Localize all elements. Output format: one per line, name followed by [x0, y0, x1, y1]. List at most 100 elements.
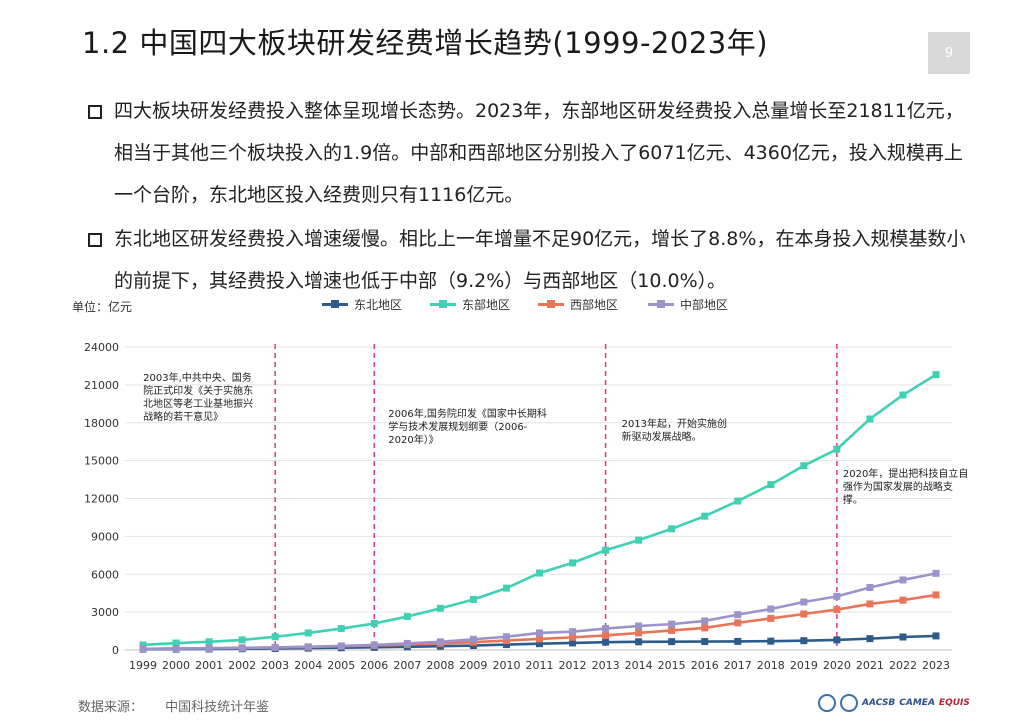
- bullet-item: 东北地区研发经费投入增速缓慢。相比上一年增量不足90亿元，增长了8.8%，在本身…: [88, 218, 968, 302]
- x-tick-label: 2011: [526, 659, 554, 672]
- data-point: [304, 629, 312, 637]
- y-tick-label: 6000: [91, 568, 119, 581]
- square-bullet-icon: [88, 233, 102, 247]
- equis-logo: EQUIS: [938, 698, 970, 708]
- aacsb-logo: AACSB: [862, 698, 896, 708]
- data-point: [536, 629, 543, 637]
- data-point: [271, 633, 279, 641]
- x-tick-label: 2012: [559, 659, 587, 672]
- y-tick-label: 24000: [84, 341, 119, 354]
- data-point: [469, 596, 477, 603]
- data-point: [767, 637, 775, 645]
- data-point: [866, 584, 874, 592]
- data-point: [139, 645, 147, 653]
- data-point: [899, 576, 907, 584]
- data-point: [932, 371, 940, 379]
- data-point: [833, 445, 841, 453]
- data-point: [767, 614, 775, 622]
- x-tick-label: 2014: [625, 659, 653, 672]
- annotation-text: 2013年起，开始实施创新驱动发展战略。: [621, 419, 728, 443]
- annotation-text: 2020年，提出把科技自立自强作为国家发展的战略支撑。: [842, 469, 969, 506]
- y-tick-label: 12000: [84, 493, 119, 506]
- data-point: [833, 592, 841, 600]
- legend-item-northeast: 东北地区: [322, 296, 402, 313]
- data-point: [602, 625, 610, 633]
- data-point: [668, 620, 676, 628]
- data-point: [734, 497, 742, 505]
- data-point: [635, 638, 643, 646]
- legend-swatch-icon: [430, 300, 456, 308]
- data-point: [668, 638, 676, 646]
- data-point: [569, 639, 577, 647]
- school-seal-icon: [818, 694, 836, 712]
- square-bullet-icon: [88, 105, 102, 119]
- data-point: [569, 633, 577, 641]
- data-point: [403, 639, 411, 647]
- data-point: [304, 643, 312, 651]
- data-point: [602, 546, 610, 554]
- data-point: [337, 642, 345, 650]
- x-tick-label: 2020: [823, 659, 851, 672]
- x-tick-label: 2013: [592, 659, 620, 672]
- legend-item-east: 东部地区: [430, 296, 510, 313]
- y-tick-label: 21000: [84, 379, 119, 392]
- x-tick-label: 2016: [691, 659, 719, 672]
- bullet-list: 四大板块研发经费投入整体呈现增长态势。2023年，东部地区研发经费投入总量增长至…: [88, 90, 968, 304]
- x-tick-label: 2009: [459, 659, 487, 672]
- data-point: [899, 633, 907, 641]
- data-point: [866, 600, 874, 608]
- data-point: [668, 626, 676, 634]
- data-point: [899, 596, 907, 604]
- data-point: [536, 640, 543, 648]
- data-point: [502, 584, 510, 592]
- x-tick-label: 2005: [327, 659, 355, 672]
- data-point: [502, 633, 510, 641]
- annotation-text: 2006年,国务院印发《国家中长期科学与技术发展规划纲要（2006-2020年）…: [388, 409, 547, 446]
- data-point: [602, 631, 610, 639]
- x-tick-label: 2022: [889, 659, 917, 672]
- x-tick-label: 2010: [492, 659, 520, 672]
- data-point: [536, 635, 543, 643]
- data-point: [932, 632, 940, 640]
- data-point: [668, 525, 676, 533]
- y-tick-label: 3000: [91, 606, 119, 619]
- data-point: [337, 625, 345, 633]
- y-tick-label: 18000: [84, 417, 119, 430]
- data-point: [436, 638, 444, 646]
- data-point: [800, 610, 808, 618]
- data-point: [238, 644, 246, 652]
- data-point: [635, 536, 643, 544]
- university-seal-icon: [840, 694, 858, 712]
- milestone-annotation: 2020年，提出把科技自立自强作为国家发展的战略支撑。: [842, 469, 969, 506]
- x-tick-label: 2004: [294, 659, 322, 672]
- data-point: [701, 617, 709, 625]
- legend-swatch-icon: [322, 300, 348, 308]
- data-point: [602, 638, 610, 646]
- legend-label: 东部地区: [462, 298, 511, 312]
- data-point: [370, 619, 378, 627]
- data-point: [800, 637, 808, 645]
- data-point: [701, 638, 709, 646]
- milestone-annotation: 2003年,中共中央、国务院正式印发《关于实施东北地区等老工业基地振兴战略的若干…: [143, 373, 253, 423]
- data-point: [701, 624, 709, 632]
- data-point: [734, 611, 742, 619]
- data-point: [370, 641, 378, 649]
- page-title: 1.2 中国四大板块研发经费增长趋势(1999-2023年): [82, 26, 769, 60]
- bullet-item: 四大板块研发经费投入整体呈现增长态势。2023年，东部地区研发经费投入总量增长至…: [88, 90, 968, 216]
- data-point: [635, 629, 643, 637]
- accreditation-logos: AACSB CAMEA EQUIS: [818, 694, 970, 712]
- data-point: [436, 604, 444, 612]
- data-point: [866, 635, 874, 643]
- chart-legend: 东北地区 东部地区 西部地区 中部地区: [0, 296, 1024, 314]
- y-tick-label: 15000: [84, 455, 119, 468]
- chart-unit-label: 单位：亿元: [72, 300, 133, 314]
- data-point: [767, 481, 775, 489]
- x-tick-label: 2006: [360, 659, 388, 672]
- data-point: [139, 641, 147, 649]
- milestone-annotation: 2013年起，开始实施创新驱动发展战略。: [621, 419, 728, 443]
- data-point: [767, 605, 775, 613]
- data-point: [569, 628, 577, 636]
- data-point: [536, 569, 543, 577]
- x-tick-label: 2001: [195, 659, 223, 672]
